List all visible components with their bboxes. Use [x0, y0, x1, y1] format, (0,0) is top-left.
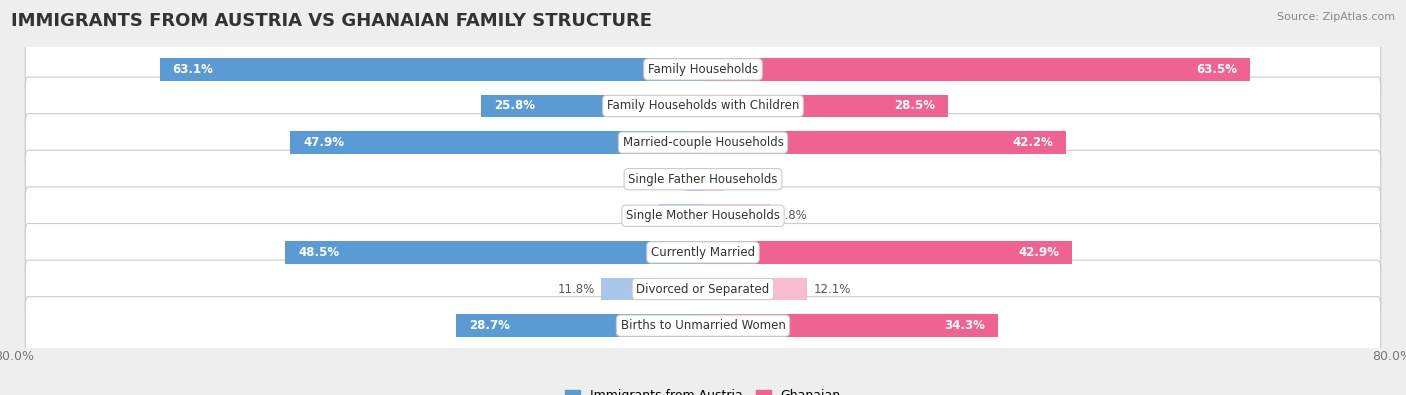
Text: 63.5%: 63.5%	[1197, 63, 1237, 76]
Text: IMMIGRANTS FROM AUSTRIA VS GHANAIAN FAMILY STRUCTURE: IMMIGRANTS FROM AUSTRIA VS GHANAIAN FAMI…	[11, 12, 652, 30]
Text: Births to Unmarried Women: Births to Unmarried Women	[620, 319, 786, 332]
Bar	[703, 131, 1066, 154]
Bar	[686, 168, 703, 190]
Text: 42.9%: 42.9%	[1018, 246, 1060, 259]
Bar	[703, 278, 807, 300]
Bar	[456, 314, 703, 337]
FancyBboxPatch shape	[25, 150, 1381, 208]
Text: 42.2%: 42.2%	[1012, 136, 1053, 149]
Bar	[703, 205, 770, 227]
Bar	[703, 95, 949, 117]
Bar	[703, 314, 998, 337]
Text: Single Father Households: Single Father Households	[628, 173, 778, 186]
FancyBboxPatch shape	[25, 224, 1381, 281]
Bar	[481, 95, 703, 117]
Text: Divorced or Separated: Divorced or Separated	[637, 282, 769, 295]
Text: 25.8%: 25.8%	[494, 100, 534, 113]
FancyBboxPatch shape	[25, 260, 1381, 318]
Bar	[658, 205, 703, 227]
Legend: Immigrants from Austria, Ghanaian: Immigrants from Austria, Ghanaian	[561, 384, 845, 395]
FancyBboxPatch shape	[25, 187, 1381, 245]
Text: 28.7%: 28.7%	[468, 319, 509, 332]
FancyBboxPatch shape	[25, 114, 1381, 171]
Text: 11.8%: 11.8%	[557, 282, 595, 295]
Text: 48.5%: 48.5%	[298, 246, 339, 259]
Bar	[602, 278, 703, 300]
FancyBboxPatch shape	[25, 77, 1381, 135]
Text: 2.4%: 2.4%	[731, 173, 761, 186]
Text: 47.9%: 47.9%	[304, 136, 344, 149]
Bar	[291, 131, 703, 154]
Text: Source: ZipAtlas.com: Source: ZipAtlas.com	[1277, 12, 1395, 22]
Text: Family Households with Children: Family Households with Children	[607, 100, 799, 113]
Bar	[285, 241, 703, 264]
Text: Family Households: Family Households	[648, 63, 758, 76]
Bar	[703, 241, 1073, 264]
Bar	[160, 58, 703, 81]
Text: Married-couple Households: Married-couple Households	[623, 136, 783, 149]
FancyBboxPatch shape	[25, 40, 1381, 98]
FancyBboxPatch shape	[25, 297, 1381, 355]
Text: 12.1%: 12.1%	[814, 282, 852, 295]
Text: 7.8%: 7.8%	[778, 209, 807, 222]
Text: 2.0%: 2.0%	[650, 173, 679, 186]
Bar	[703, 168, 724, 190]
Text: 28.5%: 28.5%	[894, 100, 935, 113]
Text: 63.1%: 63.1%	[173, 63, 214, 76]
Text: Currently Married: Currently Married	[651, 246, 755, 259]
Text: Single Mother Households: Single Mother Households	[626, 209, 780, 222]
Text: 5.2%: 5.2%	[621, 209, 651, 222]
Bar	[703, 58, 1250, 81]
Text: 34.3%: 34.3%	[945, 319, 986, 332]
